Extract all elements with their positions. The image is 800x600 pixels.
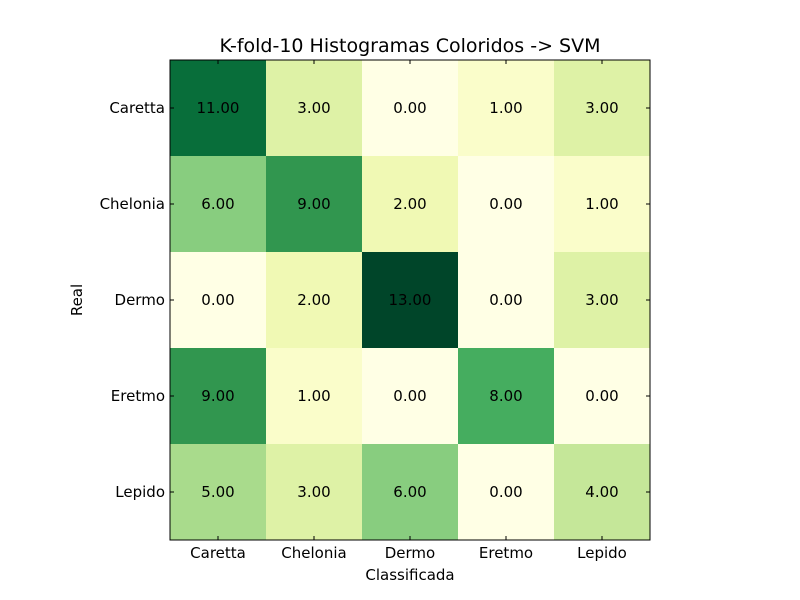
- cell-value-label: 1.00: [297, 387, 330, 405]
- heatmap-cell: [170, 252, 266, 348]
- heatmap-cell: [458, 348, 554, 444]
- heatmap-cell: [458, 60, 554, 156]
- cell-value-label: 6.00: [201, 195, 234, 213]
- cell-value-label: 2.00: [297, 291, 330, 309]
- x-tick-labels: Caretta Chelonia Dermo Eretmo Lepido: [190, 544, 627, 562]
- heatmap-cell: [554, 348, 650, 444]
- heatmap-cell: [362, 444, 458, 540]
- heatmap-cell: [170, 348, 266, 444]
- heatmap-cell: [458, 252, 554, 348]
- cell-value-label: 13.00: [389, 291, 432, 309]
- y-axis-label: Real: [68, 284, 86, 316]
- axis-ticks: [170, 60, 650, 540]
- y-tick-label: Lepido: [115, 483, 165, 501]
- heatmap-cells: [170, 60, 650, 540]
- cell-value-label: 0.00: [585, 387, 618, 405]
- x-tick-label: Chelonia: [281, 544, 346, 562]
- cell-value-label: 0.00: [201, 291, 234, 309]
- heatmap-cell: [266, 60, 362, 156]
- cell-value-label: 11.00: [197, 99, 240, 117]
- y-tick-label: Dermo: [115, 291, 165, 309]
- heatmap-cell: [362, 348, 458, 444]
- heatmap-cell: [458, 444, 554, 540]
- cell-value-label: 0.00: [393, 387, 426, 405]
- cell-value-label: 3.00: [585, 291, 618, 309]
- y-tick-label: Caretta: [109, 99, 165, 117]
- cell-value-label: 5.00: [201, 483, 234, 501]
- cell-value-label: 8.00: [489, 387, 522, 405]
- cell-value-label: 0.00: [489, 291, 522, 309]
- y-tick-labels: Caretta Chelonia Dermo Eretmo Lepido: [100, 99, 165, 501]
- heatmap-cell: [170, 444, 266, 540]
- x-tick-label: Dermo: [385, 544, 435, 562]
- heatmap-cell: [362, 156, 458, 252]
- cell-value-label: 2.00: [393, 195, 426, 213]
- cell-value-label: 9.00: [201, 387, 234, 405]
- heatmap-cell: [554, 252, 650, 348]
- heatmap-cell: [554, 60, 650, 156]
- y-tick-label: Chelonia: [100, 195, 165, 213]
- heatmap-cell: [170, 60, 266, 156]
- heatmap-cell: [266, 348, 362, 444]
- cell-value-label: 1.00: [585, 195, 618, 213]
- x-tick-label: Lepido: [577, 544, 627, 562]
- cell-value-label: 4.00: [585, 483, 618, 501]
- heatmap-cell: [362, 60, 458, 156]
- heatmap-cell: [554, 444, 650, 540]
- x-axis-label: Classificada: [365, 566, 454, 584]
- heatmap-cell: [266, 156, 362, 252]
- heatmap-value-labels: 11.00 3.00 0.00 1.00 3.00 6.00 9.00 2.00 0.00 1.0…: [197, 99, 619, 501]
- heatmap-cell: [266, 252, 362, 348]
- cell-value-label: 3.00: [297, 483, 330, 501]
- x-tick-label: Eretmo: [479, 544, 533, 562]
- cell-value-label: 3.00: [585, 99, 618, 117]
- heatmap-cell: [266, 444, 362, 540]
- heatmap-cell: [458, 156, 554, 252]
- y-tick-label: Eretmo: [111, 387, 165, 405]
- cell-value-label: 0.00: [489, 195, 522, 213]
- cell-value-label: 6.00: [393, 483, 426, 501]
- heatmap-cell: [170, 156, 266, 252]
- cell-value-label: 9.00: [297, 195, 330, 213]
- cell-value-label: 3.00: [297, 99, 330, 117]
- x-tick-label: Caretta: [190, 544, 246, 562]
- heatmap-cell: [554, 156, 650, 252]
- cell-value-label: 1.00: [489, 99, 522, 117]
- heatmap-cell: [362, 252, 458, 348]
- cell-value-label: 0.00: [393, 99, 426, 117]
- chart-title: K-fold-10 Histogramas Coloridos -> SVM: [220, 35, 601, 57]
- cell-value-label: 0.00: [489, 483, 522, 501]
